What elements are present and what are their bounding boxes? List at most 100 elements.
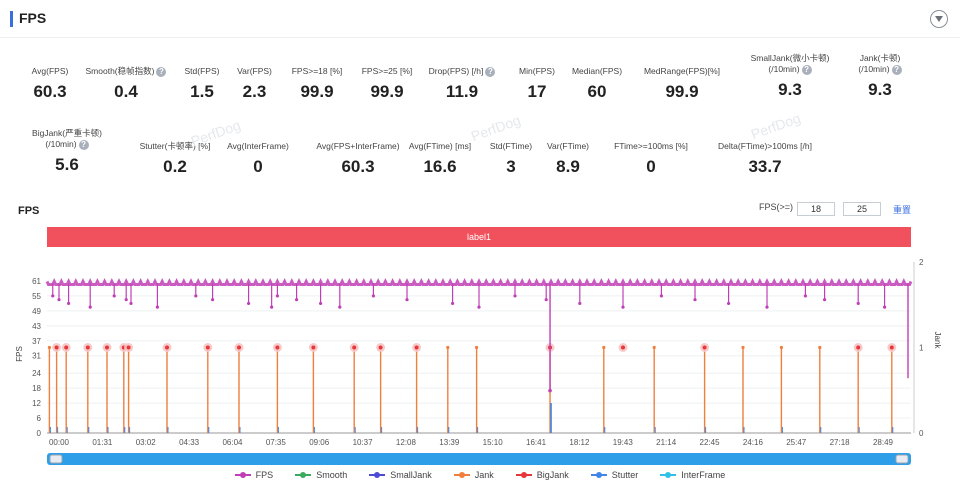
fps-dip-point[interactable] xyxy=(67,301,71,306)
legend-item[interactable]: Jank xyxy=(453,470,494,480)
section-accent-bar xyxy=(10,11,13,27)
fps-dip-point[interactable] xyxy=(112,294,116,298)
metric-label-text: Var(FPS) xyxy=(237,66,272,76)
legend-label: Stutter xyxy=(611,470,639,480)
fps-dip-point[interactable] xyxy=(856,301,860,306)
metric-label: MedRange(FPS)[%] xyxy=(632,66,732,77)
fps-dip-point[interactable] xyxy=(803,294,808,298)
legend-item[interactable]: InterFrame xyxy=(660,470,725,480)
metric-value: 17 xyxy=(527,82,547,101)
fps-dip-point[interactable] xyxy=(578,301,582,306)
fps-dip-point[interactable] xyxy=(451,301,455,306)
bigjank-point[interactable] xyxy=(352,345,357,350)
x-tick-label: 15:10 xyxy=(483,438,504,447)
fps-dip-point[interactable] xyxy=(371,294,375,298)
metric-label-unit-text: (/10min) xyxy=(858,64,890,74)
legend-item[interactable]: BigJank xyxy=(515,470,569,480)
fps-dip-point[interactable] xyxy=(194,294,198,298)
fps-dip-point[interactable] xyxy=(124,298,128,302)
bigjank-point[interactable] xyxy=(311,345,316,350)
bigjank-point[interactable] xyxy=(126,345,131,350)
fps-threshold-input-1[interactable]: 18 xyxy=(797,202,835,216)
bigjank-point[interactable] xyxy=(105,345,109,350)
metric-value: 9.3 xyxy=(778,80,802,99)
jank-point[interactable] xyxy=(741,345,745,350)
jank-point[interactable] xyxy=(652,345,656,350)
fps-dip-point[interactable] xyxy=(513,294,517,298)
jank-point[interactable] xyxy=(779,345,784,350)
fps-dip-point[interactable] xyxy=(155,305,159,309)
chart-title: FPS xyxy=(18,205,40,217)
bigjank-point[interactable] xyxy=(378,345,383,350)
metric-label: Std(FPS) xyxy=(172,66,232,77)
metric-value: 0 xyxy=(253,157,263,176)
jank-point[interactable] xyxy=(47,345,52,350)
fps-dip-point[interactable] xyxy=(57,298,61,302)
jank-point[interactable] xyxy=(602,345,606,350)
help-icon[interactable]: ? xyxy=(485,66,496,77)
metric-value: 5.6 xyxy=(55,155,79,174)
fps-dip-point[interactable] xyxy=(88,305,92,309)
collapse-button[interactable] xyxy=(930,10,948,28)
metric-label: Std(FTime) xyxy=(481,141,541,152)
fps-dip-point[interactable] xyxy=(247,301,251,306)
fps-dip-point[interactable] xyxy=(51,294,55,298)
slider-handle-left[interactable] xyxy=(49,454,63,464)
fps-dip-point[interactable] xyxy=(275,294,279,298)
fps-dip-point[interactable] xyxy=(544,298,548,302)
x-tick-label: 28:49 xyxy=(873,438,894,447)
legend-item[interactable]: FPS xyxy=(234,470,273,480)
bigjank-point[interactable] xyxy=(237,345,241,350)
fps-threshold-input-2[interactable]: 25 xyxy=(843,202,881,216)
fps-dip-point[interactable] xyxy=(405,298,409,302)
fps-dip-point[interactable] xyxy=(765,305,769,309)
label-bar[interactable]: label1 xyxy=(47,227,911,247)
bigjank-point[interactable] xyxy=(64,345,69,350)
fps-dip-point[interactable] xyxy=(823,298,827,302)
fps-dip-point[interactable] xyxy=(727,301,731,306)
bigjank-point[interactable] xyxy=(54,345,59,350)
jank-point[interactable] xyxy=(446,345,450,350)
fps-dip-point[interactable] xyxy=(883,305,887,309)
bigjank-point[interactable] xyxy=(856,345,861,350)
metric-label-text: Stutter(卡顿率) [%] xyxy=(139,141,211,151)
jank-point[interactable] xyxy=(818,345,822,350)
metric-label: Jank(卡顿) xyxy=(840,53,920,64)
bigjank-point[interactable] xyxy=(85,345,90,350)
legend-item[interactable]: Stutter xyxy=(590,470,639,480)
bigjank-point[interactable] xyxy=(205,345,210,350)
help-icon[interactable]: ? xyxy=(801,64,812,75)
legend-item[interactable]: SmallJank xyxy=(369,470,432,480)
fps-min-point[interactable] xyxy=(548,388,552,393)
fps-dip-point[interactable] xyxy=(319,301,323,306)
fps-dip-point[interactable] xyxy=(129,301,133,306)
slider-handle-right[interactable] xyxy=(895,454,909,464)
metric-label: BigJank(严重卡顿) xyxy=(22,128,112,139)
fps-dip-point[interactable] xyxy=(338,305,342,309)
legend-item[interactable]: Smooth xyxy=(295,470,347,480)
fps-line[interactable] xyxy=(45,278,913,286)
help-icon[interactable]: ? xyxy=(156,66,167,77)
help-icon[interactable]: ? xyxy=(78,139,89,150)
bigjank-point[interactable] xyxy=(414,345,419,350)
metric-value: 60 xyxy=(587,82,607,101)
bigjank-point[interactable] xyxy=(621,345,625,350)
fps-dip-point[interactable] xyxy=(270,305,274,309)
bigjank-point[interactable] xyxy=(275,345,280,350)
bigjank-point[interactable] xyxy=(165,345,169,350)
fps-dip-point[interactable] xyxy=(211,298,215,302)
fps-dip-point[interactable] xyxy=(295,298,299,302)
reset-button[interactable]: 重置 xyxy=(893,205,912,215)
fps-dip-point[interactable] xyxy=(477,305,481,309)
metric-label-unit: (/10min)? xyxy=(735,64,845,75)
bigjank-point[interactable] xyxy=(702,345,707,350)
fps-dip-point[interactable] xyxy=(693,298,697,302)
fps-dip-point[interactable] xyxy=(659,294,664,298)
jank-point[interactable] xyxy=(475,345,479,350)
fps-dip-point[interactable] xyxy=(621,305,625,309)
bigjank-point[interactable] xyxy=(889,345,894,350)
time-range-slider[interactable] xyxy=(47,453,911,465)
help-icon[interactable]: ? xyxy=(891,64,902,75)
metric-label-text: Delta(FTime)>100ms [/h] xyxy=(718,141,812,151)
